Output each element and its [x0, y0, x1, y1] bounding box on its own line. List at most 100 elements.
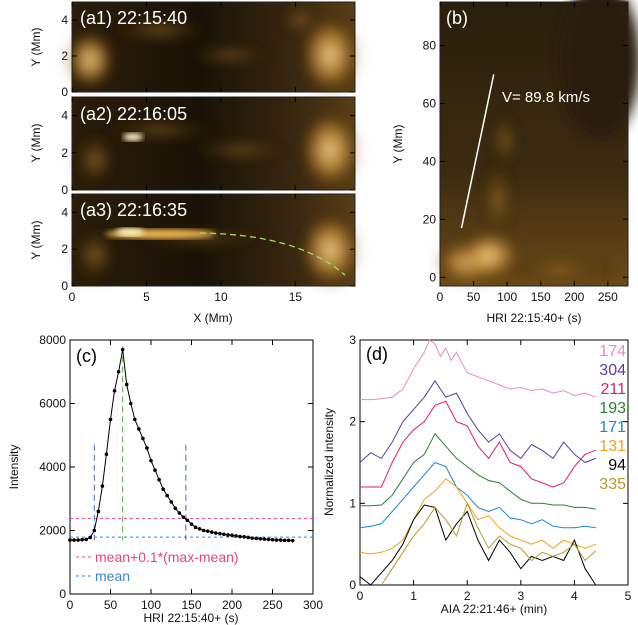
a3-xtick-label: 15	[289, 290, 303, 304]
panel-a2-label: (a2) 22:16:05	[80, 104, 187, 124]
intensity-point	[193, 525, 198, 530]
a-xlabel: X (Mm)	[193, 311, 232, 325]
panel-a3: (a3) 22:16:35	[71, 193, 360, 288]
b-ytick-label: 40	[423, 154, 437, 168]
b-ytick-label: 20	[423, 212, 437, 226]
panel-a-axes: Y (Mm) Y (Mm) Y (Mm) 0 2 4 0 2 4 0 2 4 0 5 10 15 X …	[29, 2, 355, 325]
c-xtick-label: 0	[67, 598, 74, 612]
a3-ytick-label: 2	[61, 242, 68, 256]
panel-a3-label: (a3) 22:16:35	[80, 200, 187, 220]
a3-ylabel: Y (Mm)	[29, 220, 43, 259]
intensity-point	[68, 538, 72, 542]
b-xtick-label: 100	[497, 290, 517, 304]
intensity-point	[266, 537, 271, 542]
intensity-point	[246, 535, 250, 540]
intensity-point	[108, 417, 113, 422]
c-ytick-label: 6000	[39, 397, 66, 411]
b-xtick-label: 0	[437, 290, 444, 304]
intensity-point	[112, 389, 117, 393]
intensity-point	[214, 531, 218, 535]
c-ytick-label: 4000	[39, 460, 66, 474]
a3-xtick-label: 0	[69, 290, 76, 304]
intensity-point	[88, 535, 93, 540]
intensity-point	[222, 532, 226, 537]
intensity-point	[218, 531, 222, 536]
intensity-point	[104, 452, 109, 457]
intensity-point	[120, 347, 125, 352]
a3-xtick-label: 5	[143, 290, 150, 304]
intensity-point	[282, 538, 287, 543]
panel-a1-label: (a1) 22:15:40	[80, 8, 187, 28]
legend-211: 211	[600, 381, 626, 398]
intensity-point	[189, 522, 194, 526]
panel-a2: (a2) 22:16:05	[71, 96, 360, 191]
panel-b: V= 89.8 km/s (b) Y (Mm) 0 20 40 60 80 0 50 100…	[391, 0, 638, 325]
b-xlabel: HRI 22:15:40+ (s)	[486, 311, 581, 325]
intensity-point	[157, 477, 161, 482]
c-xlabel: HRI 22:15:40+ (s)	[143, 611, 238, 625]
intensity-point	[72, 538, 76, 542]
b-ytick-label: 80	[423, 38, 437, 52]
series-304-line	[359, 379, 596, 464]
b-ylabel: Y (Mm)	[391, 124, 405, 163]
c-xtick-label: 100	[141, 598, 161, 612]
intensity-point	[242, 535, 246, 539]
intensity-point	[116, 369, 121, 374]
panel-a1: (a1) 22:15:40	[65, 1, 360, 95]
series-335-line	[380, 501, 597, 586]
a3-xtick-label: 10	[214, 290, 228, 304]
legend-304: 304	[599, 362, 626, 379]
intensity-point	[270, 537, 275, 542]
a1-ytick-label: 4	[61, 13, 68, 27]
intensity-point	[254, 536, 259, 541]
intensity-point	[100, 484, 105, 488]
c-xtick-label: 150	[181, 598, 201, 612]
c-ytick-label: 2000	[39, 524, 66, 538]
c-ytick-label: 0	[59, 587, 66, 601]
intensity-point	[173, 506, 178, 511]
intensity-point	[250, 536, 255, 540]
velocity-label: V= 89.8 km/s	[502, 89, 590, 106]
legend-171: 171	[599, 419, 626, 436]
b-xtick-label: 50	[467, 290, 481, 304]
intensity-point	[165, 493, 169, 498]
a2-ytick-label: 0	[61, 183, 68, 197]
panel-b-label: (b)	[446, 8, 468, 28]
d-xtick-label: 2	[464, 589, 471, 603]
intensity-point	[153, 468, 157, 472]
velocity-fit-line	[460, 74, 495, 229]
c-ytick-label: 8000	[39, 333, 66, 347]
intensity-point	[230, 533, 234, 538]
intensity-point	[76, 538, 80, 542]
panel-d-label: (d)	[366, 344, 388, 364]
intensity-point	[124, 382, 129, 387]
c-xtick-label: 200	[222, 598, 242, 612]
intensity-point	[133, 417, 137, 422]
a3-ytick-label: 0	[61, 279, 68, 293]
intensity-point	[161, 487, 165, 492]
a2-ylabel: Y (Mm)	[29, 123, 43, 162]
d-ytick-label: 3	[349, 333, 356, 347]
b-xtick-label: 250	[598, 290, 618, 304]
intensity-point	[169, 500, 174, 504]
b-xtick-label: 150	[531, 290, 551, 304]
c-xtick-label: 300	[303, 598, 323, 612]
intensity-point	[209, 530, 214, 534]
intensity-point	[181, 515, 186, 519]
intensity-point	[201, 528, 206, 533]
legend-174: 174	[599, 343, 626, 360]
d-ytick-label: 0	[349, 578, 356, 592]
intensity-point	[226, 533, 230, 537]
series-94-line	[359, 504, 597, 586]
legend-335: 335	[599, 476, 626, 493]
a2-ytick-label: 4	[61, 109, 68, 123]
c-ylabel: Intensity	[7, 445, 21, 490]
intensity-point	[185, 518, 190, 523]
legend-mean-plus: mean+0.1*(max-mean)	[95, 549, 239, 565]
legend-193: 193	[599, 400, 626, 417]
intensity-point	[84, 537, 88, 542]
intensity-point	[137, 427, 141, 431]
series-174-line	[360, 339, 596, 401]
